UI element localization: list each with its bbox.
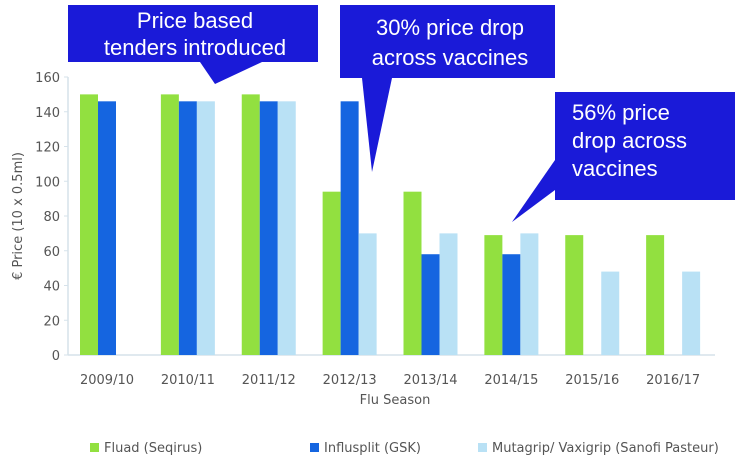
bar-2-2	[277, 101, 296, 355]
legend-swatch	[478, 443, 487, 452]
callout-box	[68, 5, 318, 62]
bar-1-5	[502, 254, 521, 355]
bar-0-5	[484, 235, 503, 355]
y-tick-label: 120	[35, 141, 60, 156]
annotation-callout-2: 56% price drop across vaccines	[512, 92, 735, 222]
bar-0-2	[241, 94, 260, 355]
legend-swatch	[90, 443, 99, 452]
y-tick-label: 0	[52, 349, 60, 364]
callout-text: vaccines	[572, 156, 658, 181]
legend-label: Fluad (Seqirus)	[104, 441, 202, 456]
callout-text: drop across	[572, 128, 687, 153]
bar-0-7	[646, 235, 665, 355]
callout-pointer	[200, 62, 262, 84]
legend-label: Mutagrip/ Vaxigrip (Sanofi Pasteur)	[492, 441, 719, 456]
callout-text: tenders introduced	[104, 35, 286, 60]
y-tick-label: 60	[43, 245, 60, 260]
y-tick-label: 20	[43, 314, 60, 329]
annotation-callout-1: 30% price drop across vaccines	[340, 5, 555, 172]
bar-2-6	[601, 271, 620, 355]
callout-text: across vaccines	[372, 45, 529, 70]
bar-2-7	[682, 271, 701, 355]
x-tick-label: 2011/12	[242, 373, 296, 388]
x-tick-label: 2016/17	[646, 373, 700, 388]
x-tick-label: 2010/11	[161, 373, 215, 388]
bar-1-3	[340, 101, 359, 355]
bar-0-6	[565, 235, 584, 355]
y-tick-label: 80	[43, 210, 60, 225]
bar-1-0	[98, 101, 116, 355]
callout-text: 56% price	[572, 100, 670, 125]
callout-text: Price based	[137, 8, 253, 33]
callout-pointer	[512, 160, 555, 222]
bar-2-1	[196, 101, 215, 355]
y-tick-label: 140	[35, 106, 60, 121]
bar-1-4	[421, 254, 440, 355]
legend-label: Influsplit (GSK)	[324, 441, 421, 456]
y-axis-label: € Price (10 x 0.5ml)	[11, 152, 26, 280]
bar-1-1	[178, 101, 197, 355]
x-axis-label: Flu Season	[360, 393, 431, 408]
x-tick-label: 2015/16	[565, 373, 619, 388]
x-tick-label: 2013/14	[403, 373, 457, 388]
x-tick-label: 2012/13	[323, 373, 377, 388]
callout-box	[555, 92, 735, 200]
y-tick-label: 100	[35, 175, 60, 190]
bar-2-5	[520, 233, 539, 355]
x-tick-label: 2009/10	[80, 373, 134, 388]
legend: Fluad (Seqirus) Influsplit (GSK) Mutagrip/…	[90, 441, 719, 456]
bar-2-4	[439, 233, 458, 355]
bar-2-3	[358, 233, 377, 355]
legend-swatch	[310, 443, 319, 452]
callout-box	[340, 5, 555, 78]
axes: 0 20 40 60 80 100 120 140 160 2009/10 2010/11 2011/…	[35, 71, 715, 388]
bar-0-1	[160, 94, 179, 355]
bars	[80, 94, 701, 355]
x-tick-label: 2014/15	[484, 373, 538, 388]
callout-pointer	[362, 78, 392, 172]
bar-0-0	[80, 94, 98, 355]
bar-0-4	[403, 191, 422, 355]
y-tick-label: 40	[43, 280, 60, 295]
y-tick-label: 160	[35, 71, 60, 86]
callout-text: 30% price drop	[376, 15, 524, 40]
bar-0-3	[322, 191, 341, 355]
bar-1-2	[259, 101, 278, 355]
